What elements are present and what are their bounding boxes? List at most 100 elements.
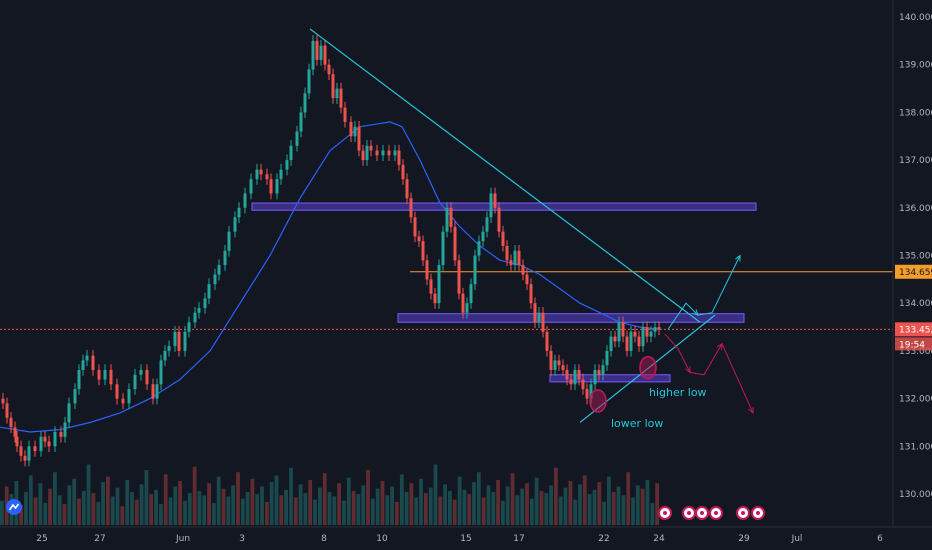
price-series bbox=[1, 35, 661, 467]
volume-bar bbox=[308, 479, 313, 525]
candle-body bbox=[187, 322, 191, 332]
candle-body bbox=[91, 355, 95, 370]
volume-bar bbox=[144, 470, 149, 525]
candle-body bbox=[401, 164, 405, 180]
volume-bar bbox=[399, 474, 404, 525]
volume-bar bbox=[554, 467, 558, 525]
candle-body bbox=[453, 226, 457, 261]
time-axis[interactable]: 25 27 Jun 3 8 10 15 17 22 24 29 Jul 6 bbox=[36, 534, 883, 544]
candle-body bbox=[565, 369, 569, 380]
volume-bar bbox=[293, 497, 298, 525]
volume-bar bbox=[342, 500, 346, 525]
candle-body bbox=[327, 64, 331, 75]
x-tick-label: 8 bbox=[321, 534, 327, 544]
projections bbox=[664, 254, 754, 414]
candle-body bbox=[33, 446, 37, 452]
candle-body bbox=[303, 93, 307, 113]
x-tick-label: 6 bbox=[877, 534, 883, 544]
y-tick-label: 131.000 bbox=[899, 442, 932, 452]
event-marker-dot bbox=[700, 511, 704, 515]
candle-body bbox=[425, 260, 429, 280]
volume-bar bbox=[67, 485, 72, 525]
candle-body bbox=[517, 250, 521, 266]
volume-bar bbox=[631, 497, 635, 525]
volume-bar bbox=[428, 487, 433, 525]
volume-bar bbox=[125, 479, 130, 525]
volume-bar bbox=[327, 492, 332, 525]
y-tick-label: 137.000 bbox=[899, 156, 932, 166]
volume-bar bbox=[81, 490, 86, 525]
volume-bar bbox=[578, 484, 582, 525]
candle-body bbox=[307, 69, 311, 94]
candle-body bbox=[207, 284, 211, 299]
price-tags: 134.659 133.452 19:54 bbox=[895, 264, 932, 351]
candle-body bbox=[197, 307, 201, 313]
candle-body bbox=[569, 379, 573, 385]
bullish-arrowhead bbox=[692, 309, 699, 316]
volume-bar bbox=[250, 478, 255, 525]
volume-bar bbox=[62, 504, 67, 525]
candle-body bbox=[311, 40, 315, 70]
candle-body bbox=[545, 331, 549, 351]
volume-bar bbox=[255, 494, 260, 525]
candle-body bbox=[237, 207, 241, 218]
volume-bar bbox=[159, 504, 163, 525]
candle-body bbox=[577, 369, 581, 380]
support-resistance-zones bbox=[251, 202, 757, 383]
zone-rect bbox=[251, 202, 757, 211]
candle-body bbox=[397, 150, 401, 165]
event-markers[interactable] bbox=[658, 506, 765, 520]
candle-body bbox=[641, 327, 645, 347]
candle-body bbox=[155, 384, 159, 399]
candle-body bbox=[649, 331, 653, 337]
volume-bar bbox=[212, 503, 216, 525]
candle-body bbox=[369, 145, 373, 151]
candle-body bbox=[533, 303, 537, 323]
volume-bar bbox=[438, 496, 443, 525]
candle-body bbox=[159, 360, 163, 385]
bearish-projection bbox=[664, 333, 754, 414]
higher-low-marker bbox=[639, 355, 657, 380]
volume-bar bbox=[486, 485, 491, 525]
candle-body bbox=[63, 422, 67, 437]
moving-average bbox=[0, 121, 661, 433]
volume-bar bbox=[366, 470, 370, 525]
volume-bar bbox=[505, 486, 510, 525]
candle-body bbox=[529, 284, 533, 304]
candle-body bbox=[609, 336, 613, 351]
volume-bar bbox=[101, 482, 105, 525]
candle-body bbox=[589, 384, 593, 399]
candle-body bbox=[365, 145, 369, 161]
zone-rect bbox=[549, 374, 671, 383]
volume-bar bbox=[130, 492, 134, 525]
volume-bar bbox=[57, 495, 62, 525]
candle-body bbox=[323, 45, 327, 65]
candle-body bbox=[173, 331, 177, 347]
tradingview-logo-icon[interactable] bbox=[6, 499, 22, 515]
volume-bar bbox=[134, 499, 139, 525]
volume-bar bbox=[298, 484, 303, 525]
candle-body bbox=[97, 369, 101, 380]
volume-bar bbox=[149, 494, 154, 525]
candle-body bbox=[409, 198, 413, 218]
candle-body bbox=[421, 241, 425, 261]
volume-bar bbox=[409, 483, 414, 525]
volume-bar bbox=[361, 485, 366, 525]
candle-body bbox=[457, 260, 461, 294]
candle-body bbox=[387, 150, 391, 156]
volume-bar bbox=[77, 498, 81, 525]
volume-bar bbox=[544, 493, 549, 525]
candle-body bbox=[227, 231, 231, 251]
candle-body bbox=[629, 331, 633, 351]
candle-body bbox=[315, 40, 319, 60]
y-tick-label: 135.000 bbox=[899, 252, 932, 262]
price-axis[interactable]: 130.000 131.000 132.000 133.000 134.000 135.0… bbox=[899, 13, 932, 500]
annotation-label: lower low bbox=[611, 417, 663, 430]
candle-body bbox=[593, 369, 597, 385]
candle-body bbox=[417, 236, 421, 242]
volume-bar bbox=[265, 501, 269, 525]
last-price-label: 133.452 bbox=[899, 325, 932, 335]
last-price-tag bbox=[895, 322, 932, 337]
volume-bars bbox=[0, 464, 659, 525]
